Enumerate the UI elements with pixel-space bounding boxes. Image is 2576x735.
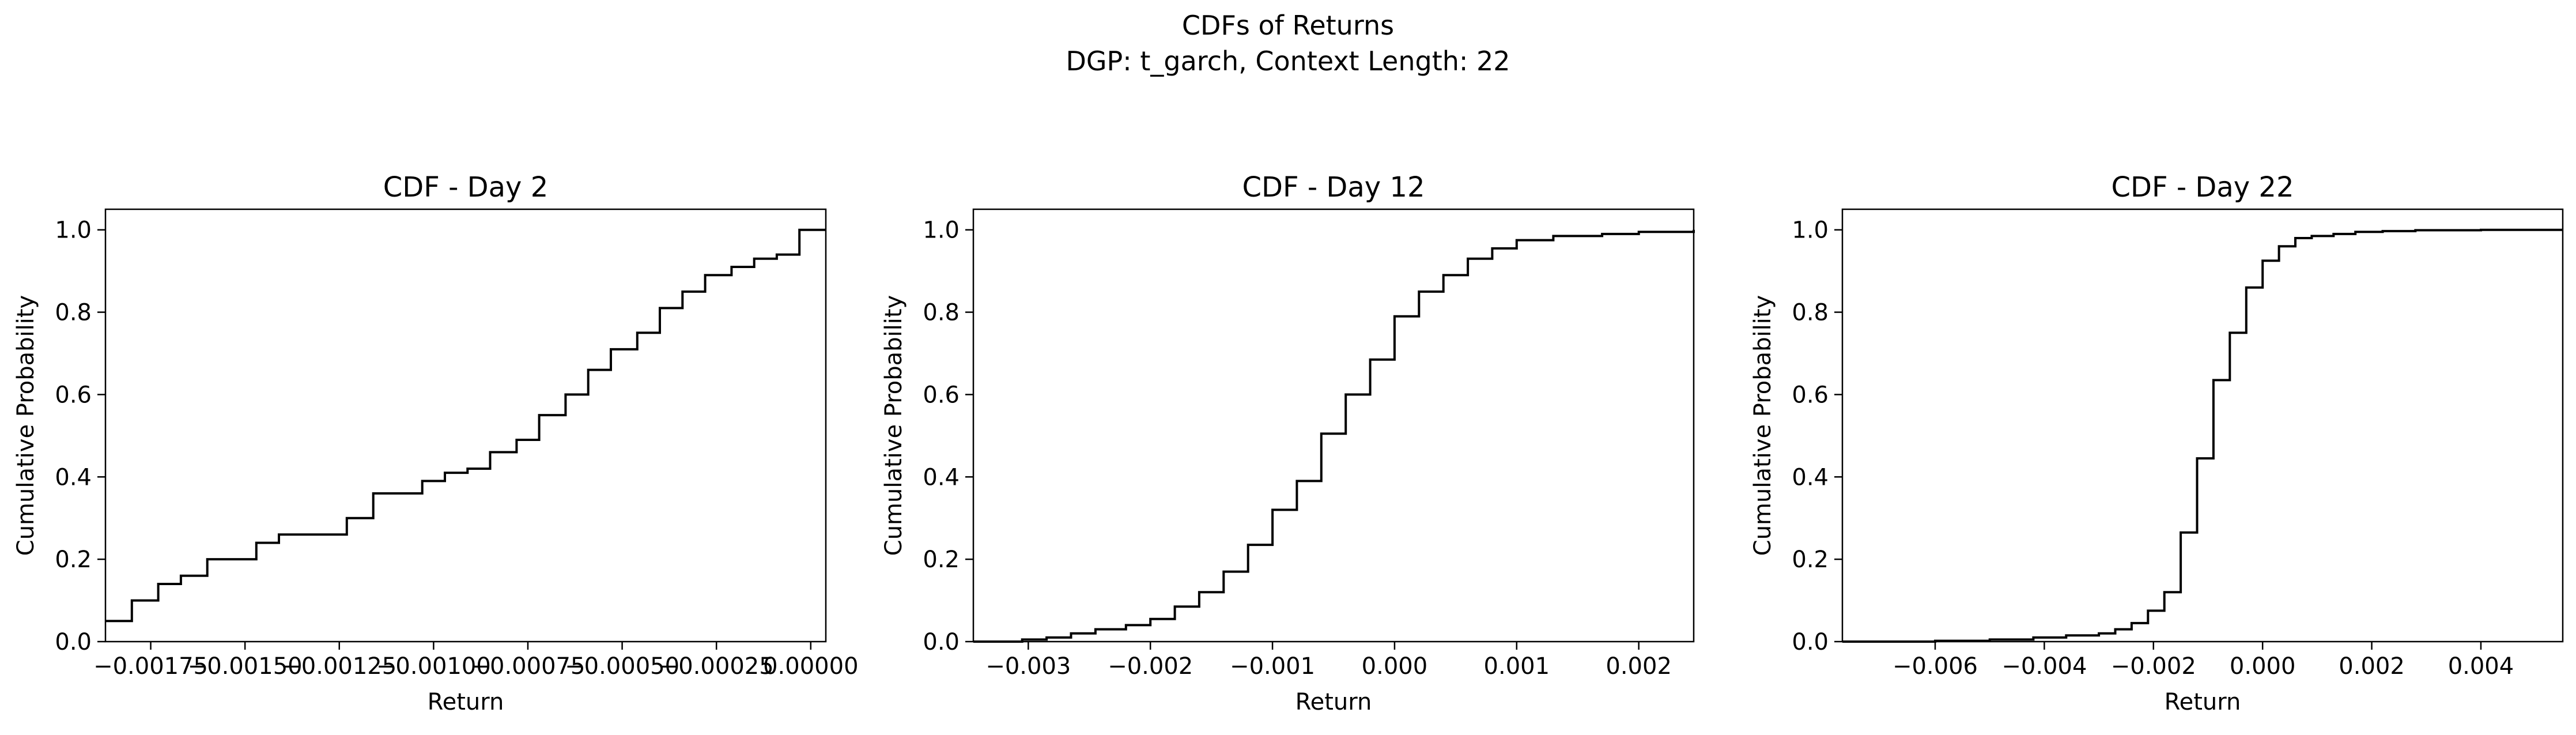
x-tick-label: −0.00075 [471,653,586,680]
subplot-title: CDF - Day 12 [1242,171,1425,203]
y-tick-label: 0.4 [923,464,960,491]
cdf-step-line [973,229,1695,643]
x-tick-label: −0.00150 [188,653,303,680]
y-tick-label: 0.4 [55,464,92,491]
subplot-day-2: CDF - Day 2−0.00175−0.00150−0.00125−0.00… [13,171,859,715]
subplot-title: CDF - Day 2 [383,171,549,203]
x-tick-label: 0.002 [1606,653,1672,680]
y-tick-label: 0.0 [55,629,92,655]
y-axis-label: Cumulative Probability [881,295,907,556]
cdf-step-line [1842,228,2563,643]
axes-frame [104,208,827,643]
y-tick-label: 0.8 [1792,300,1829,326]
y-tick-label: 0.2 [923,546,960,573]
x-tick-label: 0.000 [2230,653,2296,680]
figure-suptitle-line1: CDFs of Returns [1182,10,1394,41]
x-tick-label: 0.000 [1362,653,1428,680]
subplot-title: CDF - Day 22 [2111,171,2294,203]
x-tick-label: −0.002 [2111,653,2196,680]
x-tick-label: −0.002 [1108,653,1193,680]
subplot-day-12: CDF - Day 12 −0.003 −0.002 −0.001 0.000 0.001… [881,171,1695,715]
y-tick-label: 1.0 [923,217,960,244]
subplot-day-22: CDF - Day 22 −0.006 −0.004 −0.002 0.000 0.002… [1750,171,2564,715]
y-tick-label: 0.6 [923,382,960,408]
y-tick-label: 0.0 [923,629,960,655]
x-tick-label: −0.00100 [376,653,491,680]
y-tick-label: 1.0 [1792,217,1829,244]
x-tick-label: −0.00050 [565,653,679,680]
y-tick-label: 0.2 [1792,546,1829,573]
y-axis-label: Cumulative Probability [1750,295,1776,556]
x-tick-label: −0.00025 [659,653,774,680]
x-tick-label: 0.00000 [763,653,858,680]
y-tick-label: 0.6 [55,382,92,408]
x-axis-label: Return [1295,689,1372,715]
y-tick-label: 0.4 [1792,464,1829,491]
y-tick-label: 0.2 [55,546,92,573]
x-tick-label: 0.001 [1484,653,1550,680]
axes-frame [972,208,1695,643]
x-tick-label: 0.004 [2448,653,2514,680]
figure-suptitle-line2: DGP: t_garch, Context Length: 22 [1066,46,1510,77]
x-axis-label: Return [428,689,504,715]
x-tick-label: −0.001 [1230,653,1315,680]
x-tick-label: −0.00125 [282,653,396,680]
x-tick-label: −0.006 [1893,653,1978,680]
x-tick-label: 0.002 [2339,653,2405,680]
y-tick-label: 1.0 [55,217,92,244]
y-tick-label: 0.8 [923,300,960,326]
y-tick-label: 0.6 [1792,382,1829,408]
y-tick-label: 0.8 [55,300,92,326]
y-tick-label: 0.0 [1792,629,1829,655]
cdf-step-line [105,228,826,623]
x-tick-label: −0.004 [2001,653,2087,680]
x-tick-label: −0.00175 [93,653,208,680]
y-axis-label: Cumulative Probability [13,295,39,556]
x-axis-label: Return [2165,689,2241,715]
axes-frame [1841,208,2564,643]
x-tick-label: −0.003 [985,653,1071,680]
